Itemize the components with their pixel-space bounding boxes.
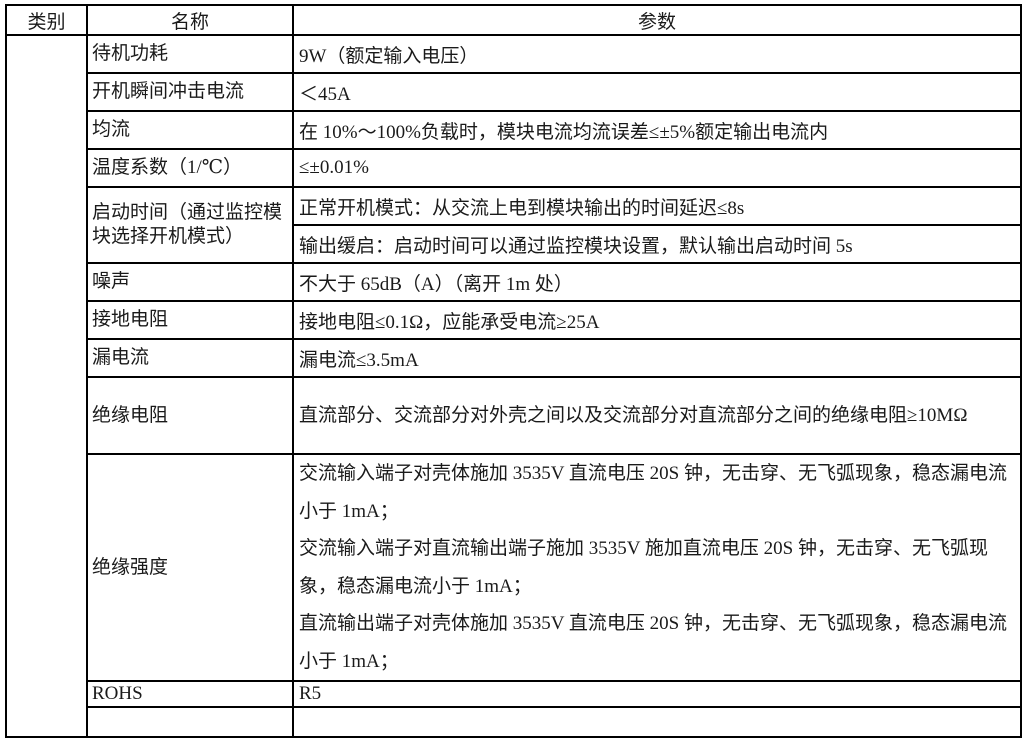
table-row: 漏电流 漏电流≤3.5mA	[6, 338, 1022, 378]
table-row: 绝缘强度 交流输入端子对壳体施加 3535V 直流电压 20S 钟，无击穿、无飞…	[6, 453, 1022, 682]
param-line: 直流部分、交流部分对外壳之间以及交流部分对直流部分之间的绝缘电阻≥10MΩ	[299, 404, 968, 426]
table-row: 噪声 不大于 65dB（A）（离开 1m 处）	[6, 262, 1022, 302]
row-name: 待机功耗	[86, 34, 294, 74]
spec-table: 类别 名称 参数 待机功耗 9W（额定输入电压） 开机瞬间冲击电流 ＜45A 均…	[5, 4, 1022, 738]
param-line: 交流输入端子对直流输出端子施加 3535V 施加直流电压 20S 钟，无击穿、无…	[299, 538, 988, 597]
row-param: R5	[292, 680, 1022, 708]
param-line: 直流输出端子对壳体施加 3535V 直流电压 20S 钟，无击穿、无飞弧现象，稳…	[299, 613, 1007, 672]
row-param: 直流部分、交流部分对外壳之间以及交流部分对直流部分之间的绝缘电阻≥10MΩ	[292, 376, 1022, 455]
row-param: 不大于 65dB（A）（离开 1m 处）	[292, 262, 1022, 302]
row-name: 启动时间（通过监控模块选择开机模式）	[86, 186, 294, 264]
row-param: 在 10%～100%负载时，模块电流均流误差≤±5%额定输出电流内	[292, 110, 1022, 150]
table-row: 均流 在 10%～100%负载时，模块电流均流误差≤±5%额定输出电流内	[6, 110, 1022, 150]
category-body-cell	[5, 34, 88, 738]
table-row: 输出缓启：启动时间可以通过监控模块设置，默认输出启动时间 5s	[6, 224, 1022, 264]
header-name: 名称	[86, 4, 294, 36]
row-name: 噪声	[86, 262, 294, 302]
table-row: 开机瞬间冲击电流 ＜45A	[6, 72, 1022, 112]
table-row: 接地电阻 接地电阻≤0.1Ω，应能承受电流≥25A	[6, 300, 1022, 340]
row-param: ＜45A	[292, 72, 1022, 112]
table-row: 温度系数（1/℃） ≤±0.01%	[6, 148, 1022, 188]
row-param: ≤±0.01%	[292, 148, 1022, 188]
row-param: 漏电流≤3.5mA	[292, 338, 1022, 378]
row-param-empty	[292, 706, 1022, 738]
table-row: 待机功耗 9W（额定输入电压）	[5, 34, 1022, 738]
row-param: 9W（额定输入电压）	[292, 34, 1022, 74]
row-param: 正常开机模式：从交流上电到模块输出的时间延迟≤8s	[292, 186, 1022, 226]
row-name: 绝缘强度	[86, 453, 294, 682]
row-name: 漏电流	[86, 338, 294, 378]
header-param: 参数	[292, 4, 1022, 36]
row-param: 接地电阻≤0.1Ω，应能承受电流≥25A	[292, 300, 1022, 340]
row-name-empty	[86, 706, 294, 738]
row-name: 均流	[86, 110, 294, 150]
table-row: ROHS R5	[6, 680, 1022, 708]
table-row: 启动时间（通过监控模块选择开机模式） 正常开机模式：从交流上电到模块输出的时间延…	[6, 186, 1022, 264]
header-category: 类别	[5, 4, 88, 36]
row-name: ROHS	[86, 680, 294, 708]
header-row: 类别 名称 参数	[5, 4, 1022, 36]
param-line: 交流输入端子对壳体施加 3535V 直流电压 20S 钟，无击穿、无飞弧现象，稳…	[299, 463, 1007, 522]
table-row: 绝缘电阻 直流部分、交流部分对外壳之间以及交流部分对直流部分之间的绝缘电阻≥10…	[6, 376, 1022, 455]
row-name: 开机瞬间冲击电流	[86, 72, 294, 112]
row-name: 接地电阻	[86, 300, 294, 340]
row-param: 输出缓启：启动时间可以通过监控模块设置，默认输出启动时间 5s	[292, 224, 1022, 264]
spec-document-page: 类别 名称 参数 待机功耗 9W（额定输入电压） 开机瞬间冲击电流 ＜45A 均…	[5, 4, 1022, 738]
row-name: 绝缘电阻	[86, 376, 294, 455]
table-row-partial	[6, 706, 1022, 738]
row-param: 交流输入端子对壳体施加 3535V 直流电压 20S 钟，无击穿、无飞弧现象，稳…	[292, 453, 1022, 682]
row-name: 温度系数（1/℃）	[86, 148, 294, 188]
